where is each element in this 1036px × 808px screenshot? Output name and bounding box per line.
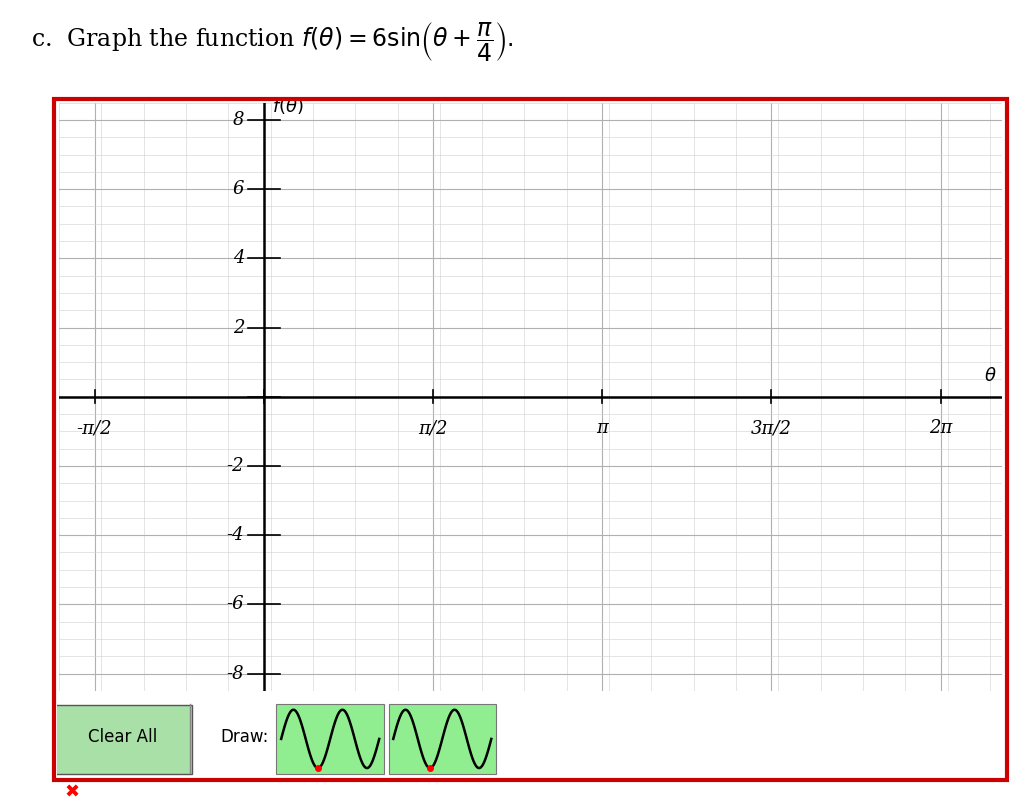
Text: -4: -4 [227, 526, 244, 544]
Text: π: π [597, 419, 608, 437]
Text: 2π: 2π [929, 419, 952, 437]
Text: $f(\theta)$: $f(\theta)$ [272, 96, 305, 116]
Text: $\theta$: $\theta$ [984, 367, 997, 385]
Text: -π/2: -π/2 [77, 419, 112, 437]
Text: π/2: π/2 [419, 419, 448, 437]
Text: 4: 4 [233, 250, 244, 267]
Text: ✖: ✖ [64, 784, 80, 802]
Text: 3π/2: 3π/2 [751, 419, 792, 437]
Text: 8: 8 [233, 111, 244, 129]
FancyBboxPatch shape [277, 704, 384, 774]
Text: 2: 2 [233, 318, 244, 336]
Text: 6: 6 [233, 180, 244, 198]
FancyBboxPatch shape [52, 705, 193, 774]
Text: -8: -8 [227, 664, 244, 683]
Text: c.  Graph the function $f(\theta) = 6\sin\!\left(\theta + \dfrac{\pi}{4}\right).: c. Graph the function $f(\theta) = 6\sin… [31, 20, 514, 64]
Text: Clear All: Clear All [88, 728, 157, 747]
Text: Draw:: Draw: [221, 728, 268, 747]
Text: -6: -6 [227, 595, 244, 613]
Text: -2: -2 [227, 457, 244, 475]
FancyBboxPatch shape [388, 704, 496, 774]
